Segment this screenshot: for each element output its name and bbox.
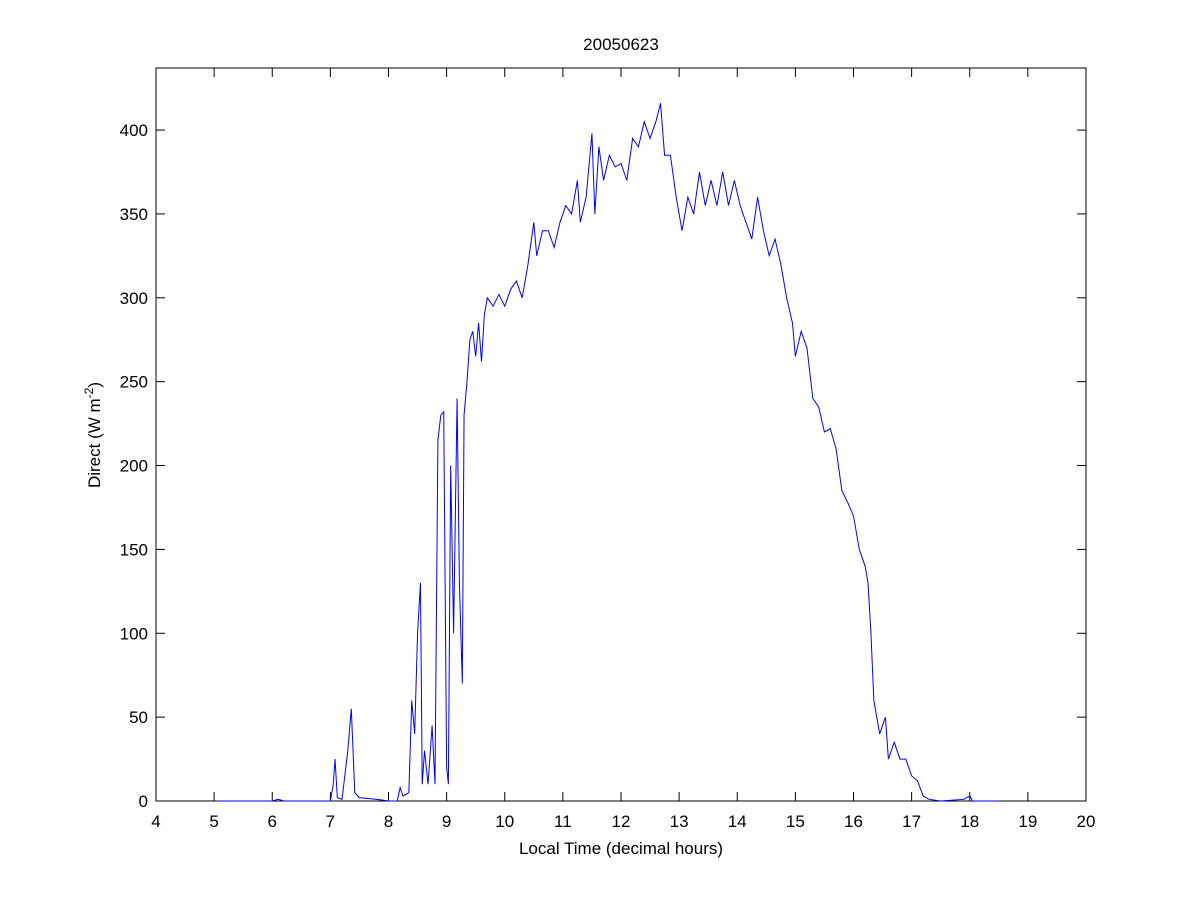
y-label-end: ) xyxy=(85,382,104,388)
x-tick-label: 17 xyxy=(902,812,921,831)
x-tick-label: 10 xyxy=(495,812,514,831)
x-tick-label: 16 xyxy=(844,812,863,831)
x-tick-label: 11 xyxy=(554,812,572,831)
y-tick-label: 250 xyxy=(120,373,148,392)
x-tick-label: 14 xyxy=(728,812,747,831)
x-tick-label: 15 xyxy=(786,812,805,831)
x-tick-label: 6 xyxy=(268,812,277,831)
y-label-text: Direct (W m xyxy=(85,398,104,488)
plot-area xyxy=(155,67,1087,802)
x-axis-label: Local Time (decimal hours) xyxy=(519,839,723,858)
data-line xyxy=(217,103,999,802)
x-tick-label: 18 xyxy=(960,812,979,831)
chart-title: 20050623 xyxy=(583,35,659,54)
y-label-sup: -2 xyxy=(82,387,96,398)
y-axis-label: Direct (W m-2) xyxy=(82,382,104,488)
x-tick-label: 4 xyxy=(151,812,160,831)
y-tick-label: 200 xyxy=(120,457,148,476)
y-tick-label: 100 xyxy=(120,624,148,643)
x-tick-label: 5 xyxy=(209,812,218,831)
x-tick-label: 12 xyxy=(612,812,631,831)
x-tick-label: 19 xyxy=(1018,812,1037,831)
x-tick-label: 7 xyxy=(326,812,335,831)
y-tick-label: 300 xyxy=(120,289,148,308)
y-tick-label: 0 xyxy=(139,792,148,811)
x-tick-label: 20 xyxy=(1077,812,1096,831)
x-tick-label: 8 xyxy=(384,812,393,831)
x-tick-label: 13 xyxy=(670,812,689,831)
y-tick-label: 50 xyxy=(129,708,148,727)
x-tick-label: 9 xyxy=(442,812,451,831)
y-tick-label: 400 xyxy=(120,121,148,140)
y-tick-label: 150 xyxy=(120,540,148,559)
y-tick-label: 350 xyxy=(120,205,148,224)
